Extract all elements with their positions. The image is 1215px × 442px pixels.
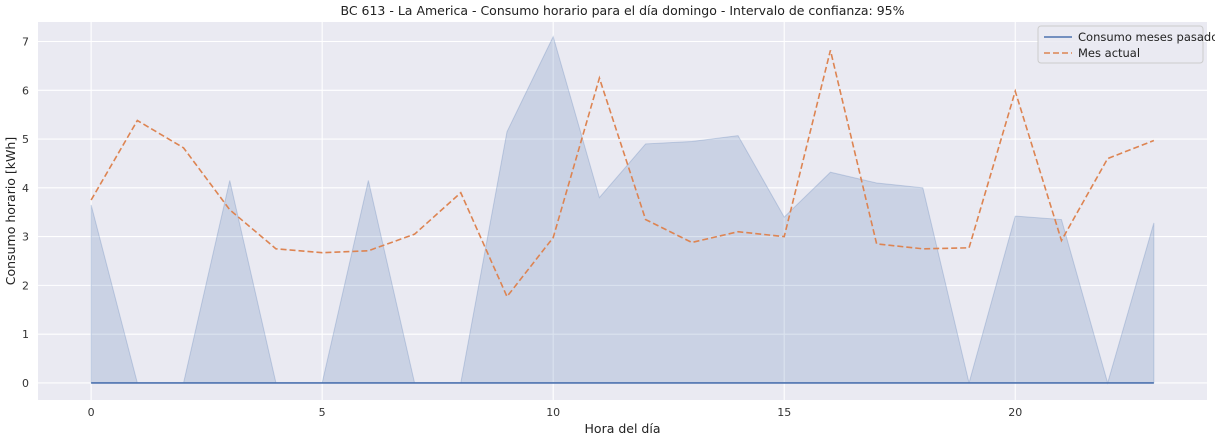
- x-axis-label: Hora del día: [585, 421, 661, 436]
- y-tick-label: 2: [22, 279, 29, 292]
- y-tick-label: 1: [22, 328, 29, 341]
- x-tick-label: 20: [1008, 406, 1022, 419]
- plot-area: [38, 22, 1207, 400]
- y-tick-label: 5: [22, 133, 29, 146]
- y-tick-label: 4: [22, 182, 29, 195]
- x-tick-label: 0: [88, 406, 95, 419]
- x-tick-label: 5: [319, 406, 326, 419]
- series-lines-layer: [90, 50, 1155, 384]
- legend-box: [1037, 25, 1204, 64]
- y-tick-label: 7: [22, 36, 29, 49]
- x-tick-label: 15: [777, 406, 791, 419]
- tick-labels: 0 5 10 15 20 0 1 2 3 4 5 6 7: [22, 36, 1022, 419]
- legend: Consumo meses pasados Mes actual: [1037, 25, 1215, 64]
- series-line: [90, 50, 1155, 299]
- x-tick-label: 10: [546, 406, 560, 419]
- y-tick-label: 6: [22, 84, 29, 97]
- y-axis-label: Consumo horario [kWh]: [3, 137, 18, 285]
- y-tick-label: 0: [22, 377, 29, 390]
- legend-label: Consumo meses pasados: [1078, 30, 1215, 44]
- legend-label: Mes actual: [1078, 46, 1140, 60]
- chart-title: BC 613 - La America - Consumo horario pa…: [340, 3, 904, 18]
- y-tick-label: 3: [22, 231, 29, 244]
